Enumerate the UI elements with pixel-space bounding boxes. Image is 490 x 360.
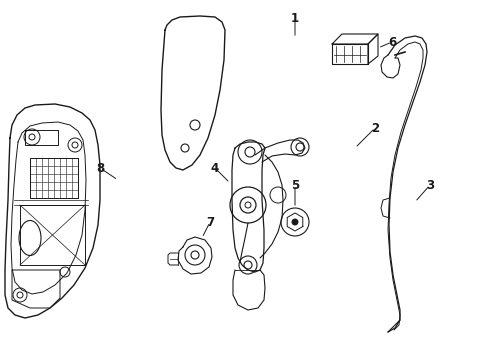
- Text: 1: 1: [291, 12, 299, 24]
- Text: 7: 7: [206, 216, 214, 229]
- Text: 2: 2: [371, 122, 379, 135]
- Text: 4: 4: [211, 162, 219, 175]
- Text: 8: 8: [96, 162, 104, 175]
- Circle shape: [292, 219, 298, 225]
- Bar: [30, 158, 78, 198]
- Text: 5: 5: [291, 179, 299, 192]
- Text: 3: 3: [426, 179, 434, 192]
- Text: 6: 6: [388, 36, 396, 49]
